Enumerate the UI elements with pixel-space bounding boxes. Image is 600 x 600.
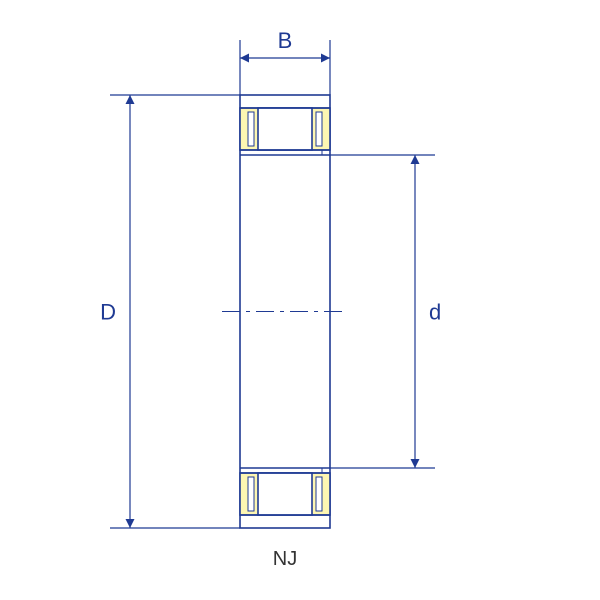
dim-label-D: D [100, 300, 116, 325]
cage-slot [248, 112, 254, 146]
cage-slot [248, 477, 254, 511]
cage-slot [316, 112, 322, 146]
model-label: NJ [273, 548, 297, 570]
roller [258, 108, 312, 150]
dim-label-B: B [278, 28, 293, 53]
cage-slot [316, 477, 322, 511]
roller [258, 473, 312, 515]
dim-label-d: d [429, 300, 441, 325]
